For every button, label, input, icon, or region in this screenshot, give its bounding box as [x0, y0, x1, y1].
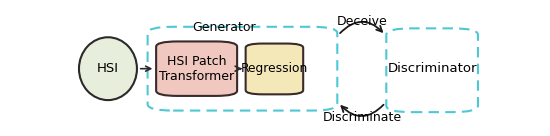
Text: Discriminate: Discriminate: [322, 111, 401, 124]
Ellipse shape: [79, 37, 137, 100]
FancyBboxPatch shape: [246, 44, 303, 94]
Text: Deceive: Deceive: [337, 15, 387, 27]
Text: Generator: Generator: [192, 21, 256, 34]
FancyBboxPatch shape: [156, 41, 237, 96]
Text: HSI Patch
Transformer: HSI Patch Transformer: [159, 55, 234, 83]
Text: Discriminator: Discriminator: [388, 62, 477, 75]
Text: HSI: HSI: [97, 62, 119, 75]
Text: Regression: Regression: [241, 62, 308, 75]
